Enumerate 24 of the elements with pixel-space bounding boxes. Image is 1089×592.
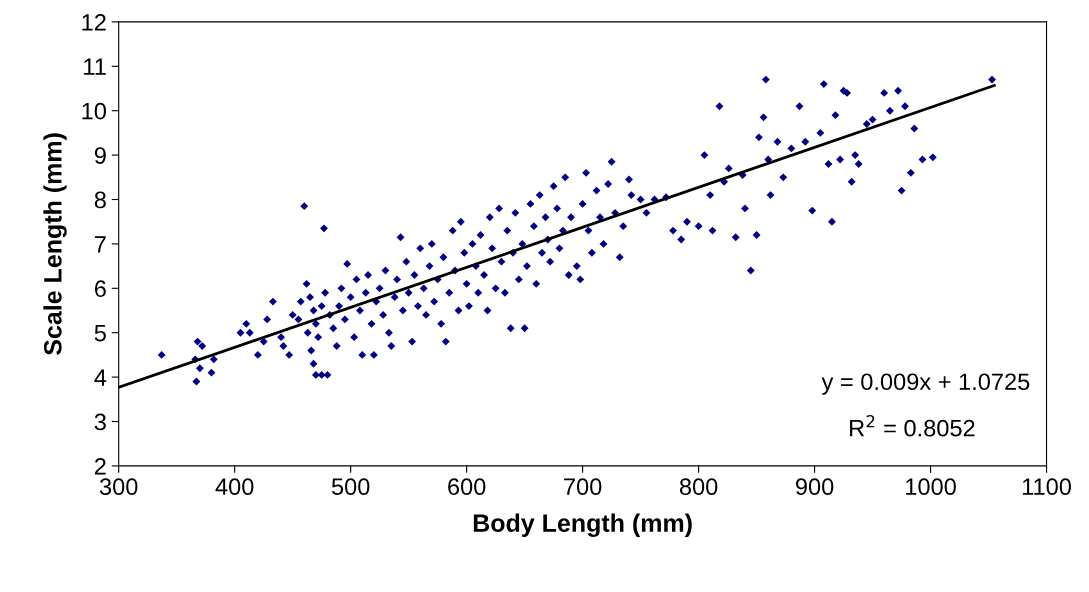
y-tick-label: 10 [82, 102, 106, 120]
x-tick-label: 600 [448, 478, 486, 496]
x-tick-label: 1100 [1022, 478, 1071, 496]
x-tick-label: 300 [99, 478, 138, 496]
y-tick-label: 8 [94, 191, 106, 209]
y-tick-label: 5 [94, 325, 106, 342]
y-tick-label: 3 [94, 413, 106, 431]
y-axis-title: Scale Length (mm) [43, 133, 67, 355]
y-tick-label: 11 [84, 58, 106, 75]
x-tick-label: 400 [215, 478, 254, 496]
y-tick-label: 2 [94, 457, 106, 475]
y-tick-label: 9 [94, 147, 106, 164]
x-tick-label: 1000 [906, 478, 956, 496]
x-tick-label: 800 [679, 478, 718, 496]
annotation: R$^{2}$ = 0.8052 [850, 415, 975, 437]
annotation: y = 0.009x + 1.0725 [821, 373, 1030, 395]
y-tick-label: 7 [94, 236, 106, 253]
x-tick-label: 500 [331, 478, 370, 496]
y-tick-label: 6 [94, 280, 106, 298]
y-tick-label: 4 [94, 369, 107, 386]
y-tick-label: 12 [82, 13, 106, 31]
x-tick-label: 700 [564, 478, 602, 496]
x-tick-label: 900 [795, 478, 834, 496]
x-axis-title: Body Length (mm) [473, 513, 692, 538]
